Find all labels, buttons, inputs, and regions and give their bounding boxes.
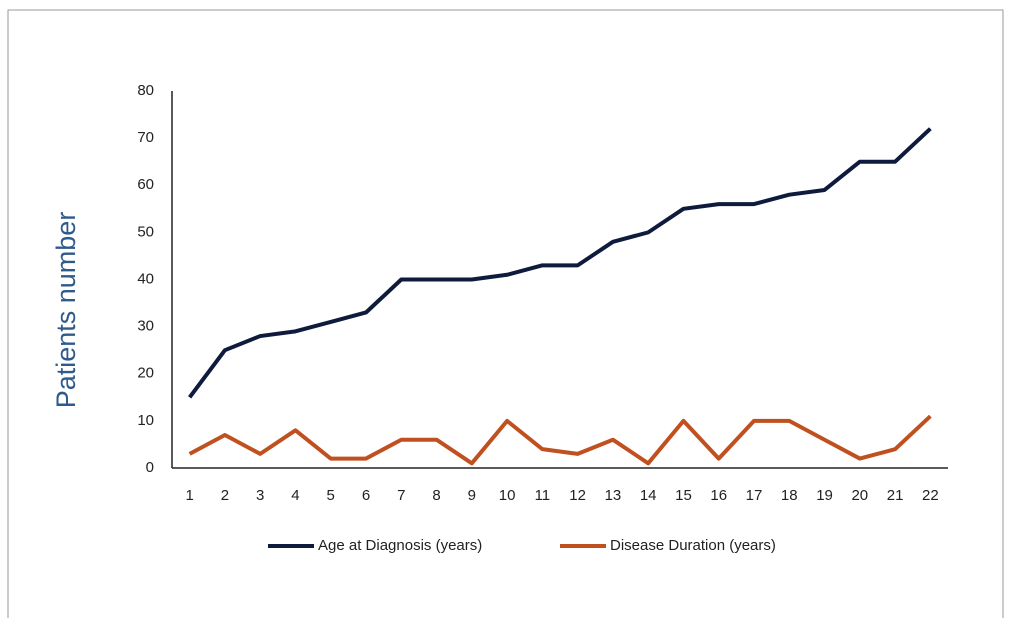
y-tick-label: 40 xyxy=(137,270,154,287)
y-tick-label: 20 xyxy=(137,365,154,382)
x-tick-label: 20 xyxy=(851,487,868,504)
x-tick-label: 6 xyxy=(362,487,370,504)
y-axis-label: Patients number xyxy=(51,212,81,409)
x-tick-label: 3 xyxy=(256,487,264,504)
x-tick-label: 21 xyxy=(887,487,904,504)
x-tick-label: 18 xyxy=(781,487,798,504)
x-tick-label: 7 xyxy=(397,487,405,504)
x-tick-label: 16 xyxy=(710,487,727,504)
legend-label: Age at Diagnosis (years) xyxy=(318,537,482,554)
x-tick-label: 10 xyxy=(499,487,516,504)
y-tick-label: 30 xyxy=(137,318,154,335)
x-tick-label: 22 xyxy=(922,487,939,504)
x-tick-label: 4 xyxy=(291,487,299,504)
x-tick-label: 9 xyxy=(468,487,476,504)
x-tick-label: 15 xyxy=(675,487,692,504)
x-tick-label: 17 xyxy=(746,487,763,504)
x-tick-label: 14 xyxy=(640,487,657,504)
x-tick-label: 11 xyxy=(535,487,551,504)
x-tick-label: 12 xyxy=(569,487,586,504)
y-tick-label: 60 xyxy=(137,176,154,193)
x-tick-label: 19 xyxy=(816,487,833,504)
legend-label: Disease Duration (years) xyxy=(610,537,776,554)
y-tick-label: 50 xyxy=(137,223,154,240)
y-tick-label: 0 xyxy=(146,459,154,476)
series-line xyxy=(188,127,932,399)
x-tick-label: 2 xyxy=(221,487,229,504)
series-line xyxy=(188,414,932,466)
frame xyxy=(7,9,1004,618)
x-tick-label: 5 xyxy=(327,487,335,504)
y-tick-label: 80 xyxy=(137,82,154,99)
x-tick-label: 13 xyxy=(605,487,622,504)
x-tick-label: 8 xyxy=(432,487,440,504)
y-tick-label: 10 xyxy=(137,412,154,429)
y-tick-label: 70 xyxy=(137,129,154,146)
x-tick-label: 1 xyxy=(185,487,193,504)
